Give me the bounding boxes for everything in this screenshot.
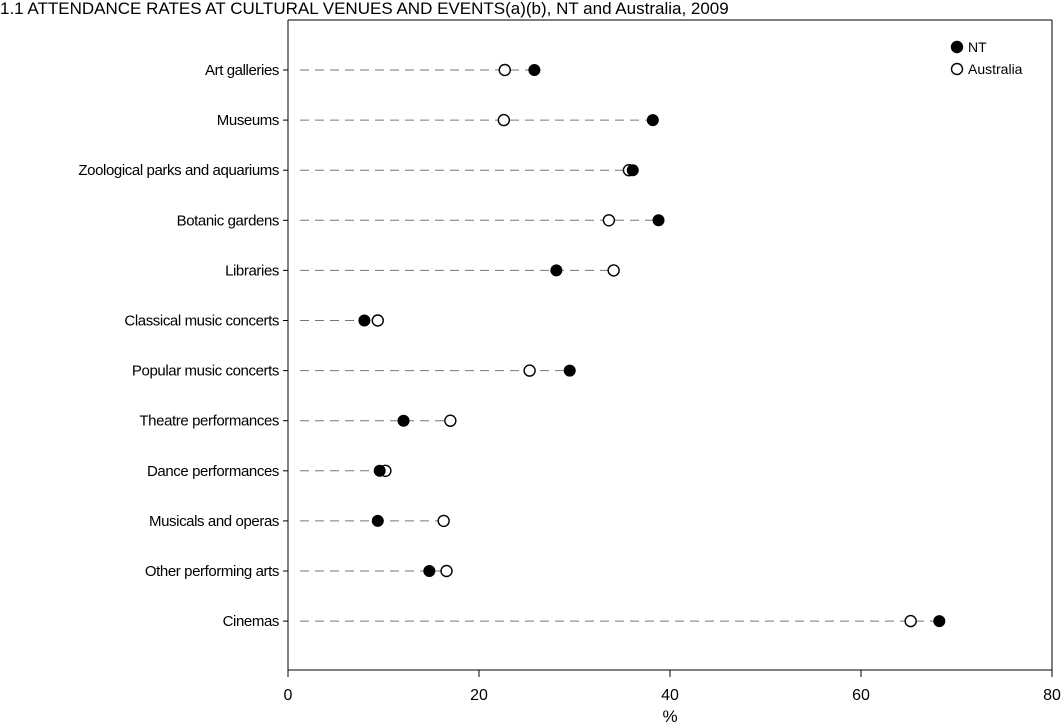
- category-label: Art galleries: [205, 62, 279, 79]
- nt-point: [528, 64, 541, 76]
- nt-point: [397, 414, 410, 427]
- filled-circle-icon: [950, 40, 964, 54]
- category-row: Art galleries: [205, 62, 541, 79]
- australia-point: [440, 564, 453, 578]
- legend-label: Australia: [968, 61, 1023, 77]
- nt-point: [358, 314, 371, 327]
- australia-point: [904, 614, 917, 628]
- x-axis-title: %: [662, 707, 677, 726]
- nt-point: [371, 514, 384, 527]
- x-tick-label: 20: [470, 687, 488, 704]
- category-label: Theatre performances: [139, 413, 279, 430]
- category-label: Other performing arts: [145, 563, 279, 580]
- category-row: Zoological parks and aquariums: [78, 162, 639, 179]
- category-rows: Art galleries Museums Zoological parks and…: [78, 62, 946, 630]
- category-row: Classical music concerts: [124, 313, 384, 330]
- australia-point: [371, 314, 384, 327]
- australia-point: [444, 414, 457, 427]
- category-row: Botanic gardens: [177, 212, 665, 229]
- category-label: Classical music concerts: [124, 313, 279, 330]
- legend-item: NT: [950, 39, 987, 55]
- australia-point: [607, 264, 620, 277]
- category-row: Popular music concerts: [132, 363, 576, 380]
- australia-point: [497, 113, 511, 127]
- category-label: Dance performances: [147, 463, 279, 480]
- plot-area: [287, 19, 1053, 671]
- nt-point: [423, 565, 436, 577]
- category-row: Musicals and operas: [149, 513, 450, 530]
- australia-point: [437, 514, 450, 528]
- open-circle-icon: [950, 62, 964, 76]
- nt-point: [373, 464, 386, 477]
- x-tick-label: 40: [661, 687, 679, 704]
- category-row: Other performing arts: [145, 563, 453, 580]
- nt-point: [646, 114, 659, 127]
- legend-label: NT: [968, 39, 987, 55]
- category-row: Theatre performances: [139, 413, 457, 430]
- chart-title: 1.1 ATTENDANCE RATES AT CULTURAL VENUES …: [0, 0, 729, 18]
- legend-item: Australia: [950, 61, 1023, 77]
- category-label: Botanic gardens: [177, 212, 279, 229]
- category-row: Museums: [217, 112, 659, 129]
- category-label: Zoological parks and aquariums: [78, 162, 279, 179]
- nt-point: [550, 264, 563, 277]
- australia-point: [498, 63, 511, 77]
- australia-point: [523, 364, 536, 377]
- category-label: Libraries: [225, 262, 279, 279]
- category-label: Museums: [217, 112, 279, 129]
- nt-point: [652, 214, 665, 227]
- x-tick-label: 80: [1043, 687, 1061, 704]
- category-label: Musicals and operas: [149, 513, 279, 530]
- x-tick-label: 60: [852, 687, 870, 704]
- legend: NT Australia: [950, 39, 1023, 77]
- category-row: Dance performances: [147, 463, 392, 480]
- category-row: Libraries: [225, 262, 620, 279]
- category-label: Popular music concerts: [132, 363, 279, 380]
- category-row: Cinemas: [223, 613, 946, 630]
- nt-point: [563, 364, 576, 377]
- nt-point: [933, 615, 946, 628]
- nt-point: [626, 164, 639, 177]
- x-tick-label: 0: [284, 687, 293, 704]
- x-axis: 0 20 40 60 80: [284, 670, 1061, 704]
- australia-point: [602, 214, 616, 227]
- category-label: Cinemas: [223, 613, 279, 630]
